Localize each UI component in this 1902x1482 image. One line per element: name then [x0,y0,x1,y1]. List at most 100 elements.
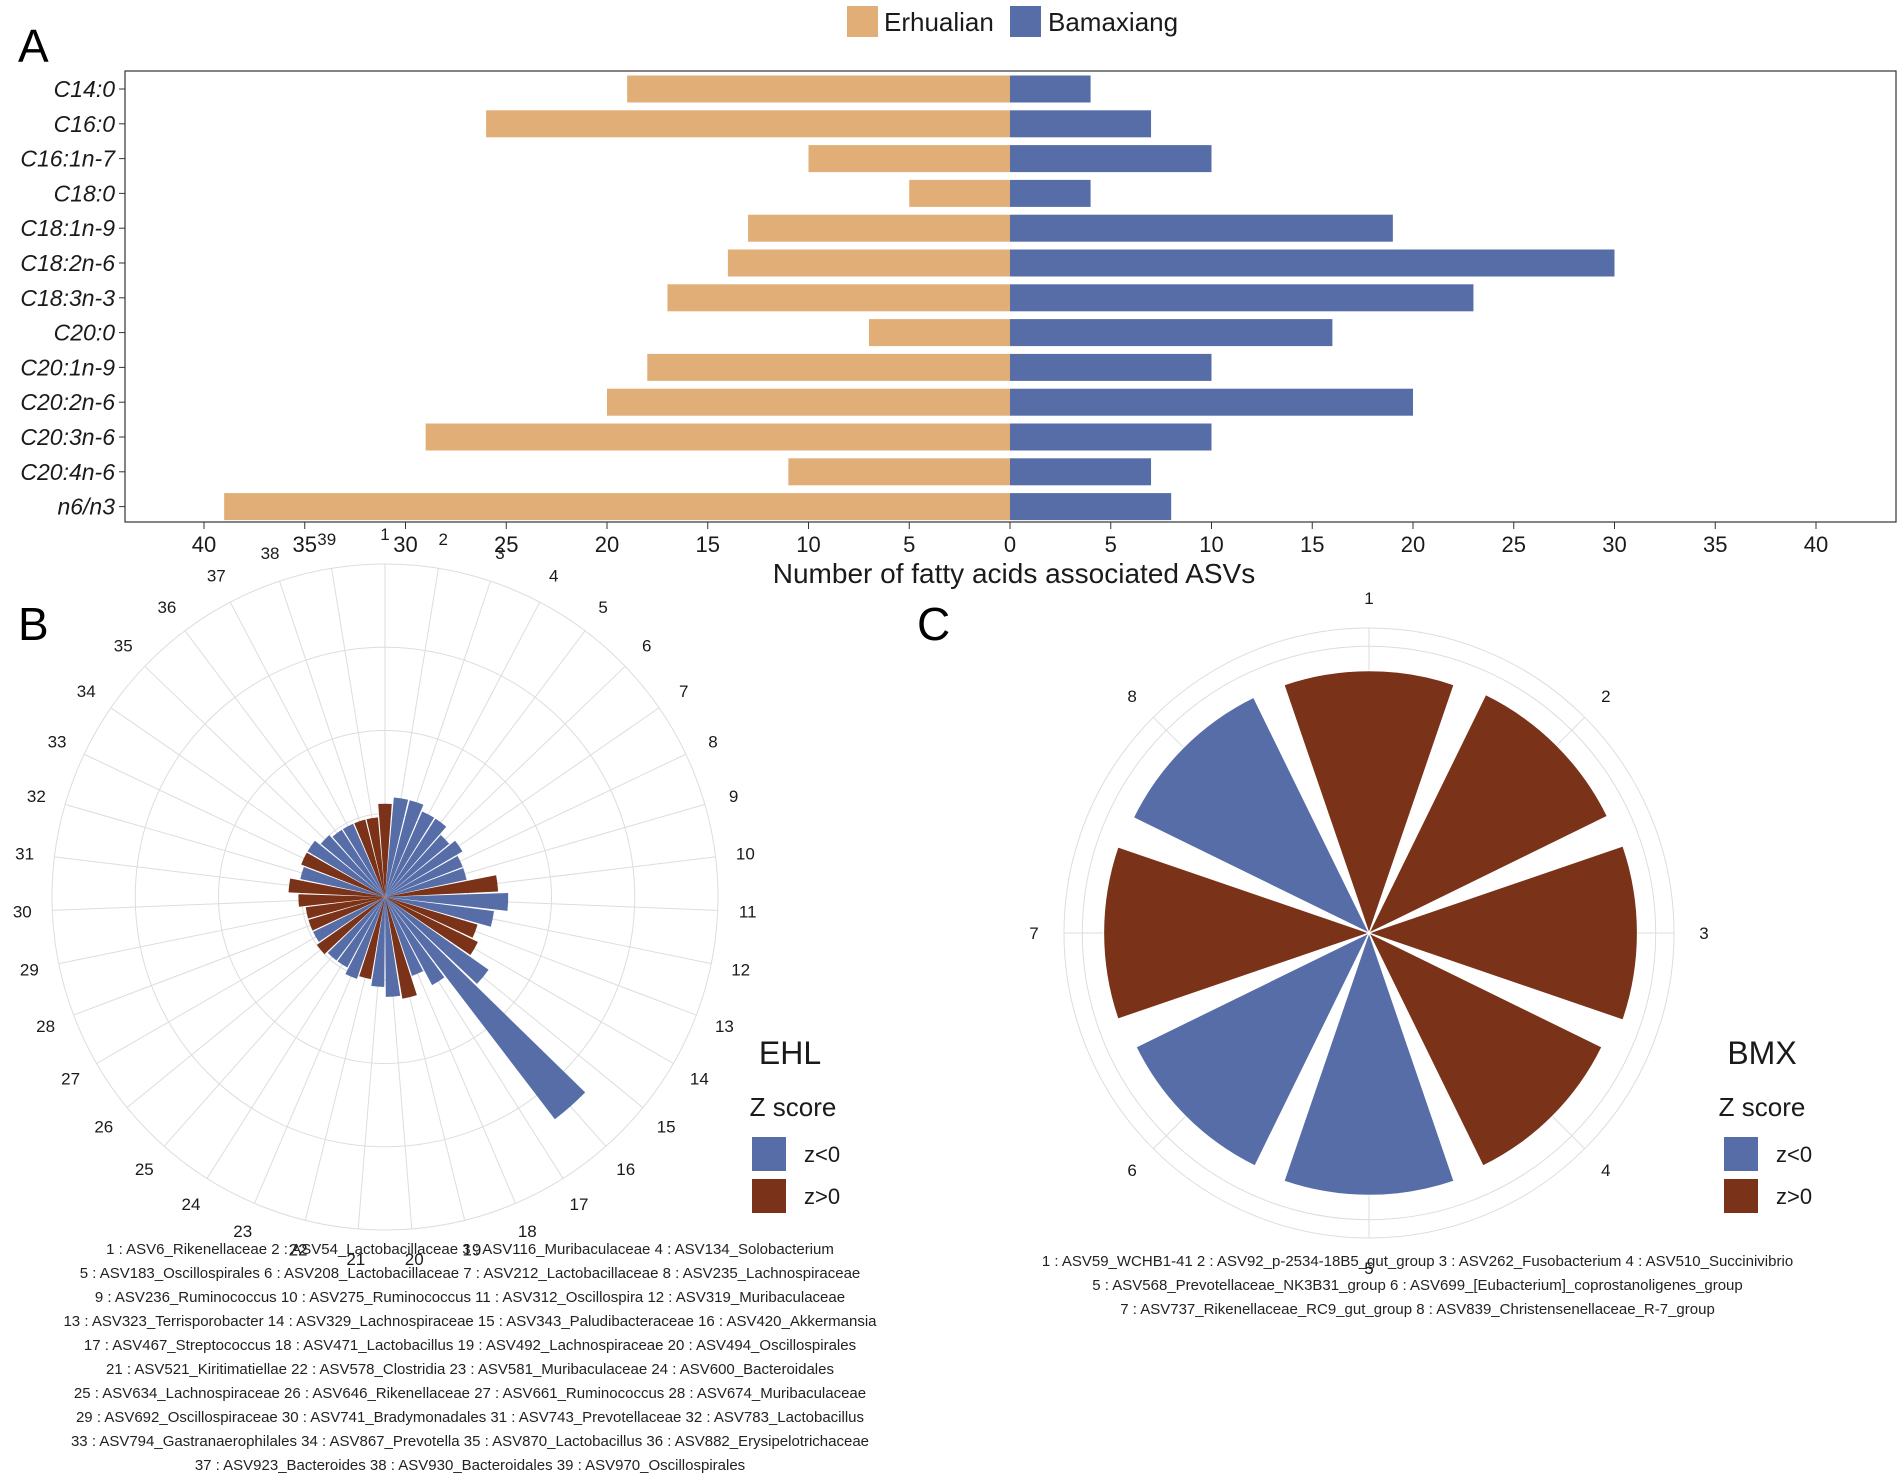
bar-bamaxiang-C18:0 [1010,179,1091,207]
panel-b-legend-title: Z score [750,1092,837,1122]
polar-bar-39 [366,817,385,897]
angle-label-32: 32 [27,787,46,806]
panel-a-letter: A [18,20,49,72]
polar-bar-8 [1132,696,1371,935]
x-tick-label: 25 [494,532,518,557]
bar-erhualian-C18:1n-9 [748,214,1010,242]
category-label-C18:0: C18:0 [54,180,116,206]
polar-bar-4 [385,811,435,897]
category-label-C18:3n-3: C18:3n-3 [20,285,115,311]
legend-label-z-negative: z<0 [1776,1142,1812,1167]
angle-label-21: 21 [346,1250,365,1269]
panel-c-polar-bars [1103,670,1638,1196]
polar-bar-17 [385,897,445,986]
polar-bar-20 [385,897,401,997]
x-tick-label: 30 [393,532,417,557]
angle-label-4: 4 [1601,1161,1610,1180]
polar-bar-3 [1367,845,1638,1021]
polar-bar-33 [301,852,385,897]
bar-erhualian-C20:1n-9 [647,353,1010,381]
x-tick-label: 40 [192,532,216,557]
bar-bamaxiang-C20:0 [1010,319,1333,347]
bar-bamaxiang-n6/n3 [1010,493,1172,521]
angle-label-22: 22 [289,1241,308,1260]
polar-bar-36 [332,829,385,897]
bar-bamaxiang-C18:3n-3 [1010,284,1474,312]
polar-bar-30 [298,894,385,907]
angle-label-25: 25 [135,1160,154,1179]
panel-c-title: BMX [1727,1035,1796,1071]
caption-line: 25 : ASV634_Lachnospiraceae 26 : ASV646_… [73,1385,867,1402]
polar-bar-38 [354,819,385,897]
angle-label-19: 19 [462,1241,481,1260]
caption-line: 13 : ASV323_Terrisporobacter 14 : ASV329… [63,1313,877,1330]
polar-bar-12 [385,897,494,927]
bar-erhualian-C18:0 [909,179,1010,207]
polar-bar-37 [342,823,385,897]
angle-label-36: 36 [157,598,176,617]
category-label-n6/n3: n6/n3 [57,494,115,520]
panel-b-letter: B [18,598,49,650]
legend-swatch-z-negative [752,1137,786,1171]
polar-bar-8 [385,855,463,897]
category-label-C20:1n-9: C20:1n-9 [20,354,115,380]
category-label-C18:1n-9: C18:1n-9 [20,215,115,241]
caption-line: 21 : ASV521_Kiritimatiellae 22 : ASV578_… [106,1361,834,1378]
polar-bar-18 [385,897,424,976]
polar-bar-5 [385,818,447,897]
legend-swatch-bamaxiang [1010,6,1041,37]
angle-label-38: 38 [261,544,280,563]
legend-label-erhualian: Erhualian [884,7,994,37]
legend-swatch-erhualian [847,6,878,37]
angle-label-2: 2 [438,530,447,549]
caption-line: 17 : ASV467_Streptococcus 18 : ASV471_La… [83,1337,857,1354]
caption-line: 1 : ASV6_Rikenellaceae 2 : ASV54_Lactoba… [106,1241,834,1258]
angle-label-24: 24 [182,1195,201,1214]
panel-b-caption: 1 : ASV6_Rikenellaceae 2 : ASV54_Lactoba… [20,1238,920,1478]
angle-label-27: 27 [61,1070,80,1089]
angle-label-16: 16 [616,1160,635,1179]
bar-bamaxiang-C20:4n-6 [1010,458,1152,486]
angle-label-29: 29 [20,961,39,980]
polar-bar-25 [327,897,385,961]
bar-erhualian-C18:3n-3 [667,284,1010,312]
polar-bar-19 [385,897,417,999]
x-tick-label: 10 [1199,532,1223,557]
angle-label-8: 8 [1127,687,1136,706]
polar-bar-28 [308,897,385,931]
bar-bamaxiang-C18:2n-6 [1010,249,1615,277]
bar-erhualian-C20:4n-6 [788,458,1010,486]
angle-label-8: 8 [708,733,717,752]
polar-bar-23 [345,897,385,979]
polar-bar-7 [1103,846,1371,1020]
angle-label-1: 1 [380,525,389,544]
bar-erhualian-C20:0 [868,319,1010,347]
polar-bar-2 [1367,694,1608,935]
angle-label-7: 7 [1029,924,1038,943]
angle-label-5: 5 [598,598,607,617]
angle-label-6: 6 [1127,1161,1136,1180]
bar-erhualian-C14:0 [627,75,1010,103]
angle-label-7: 7 [679,682,688,701]
panel-c-caption: 1 : ASV59_WCHB1-41 2 : ASV92_p-2534-18B5… [940,1250,1895,1322]
panel-a-legend: Erhualian Bamaxiang [847,6,1178,37]
angle-label-12: 12 [731,961,750,980]
polar-bar-6 [1135,931,1371,1167]
category-label-C20:3n-6: C20:3n-6 [20,424,115,450]
angle-label-34: 34 [77,682,96,701]
polar-bar-32 [300,866,385,897]
category-label-C20:4n-6: C20:4n-6 [20,459,115,485]
bar-erhualian-C20:2n-6 [607,388,1010,416]
caption-line: 5 : ASV568_Prevotellaceae_NK3B31_group 6… [1092,1277,1743,1294]
legend-swatch-z-positive [1724,1179,1758,1213]
x-tick-label: 40 [1804,532,1828,557]
angle-label-4: 4 [549,567,558,586]
angle-label-5: 5 [1364,1259,1373,1278]
caption-line: 9 : ASV236_Ruminococcus 10 : ASV275_Rumi… [94,1289,846,1306]
polar-bar-1 [378,803,392,897]
x-tick-label: 5 [903,532,915,557]
polar-bar-7 [385,840,463,897]
polar-bar-35 [320,835,385,897]
polar-bar-9 [385,868,467,897]
